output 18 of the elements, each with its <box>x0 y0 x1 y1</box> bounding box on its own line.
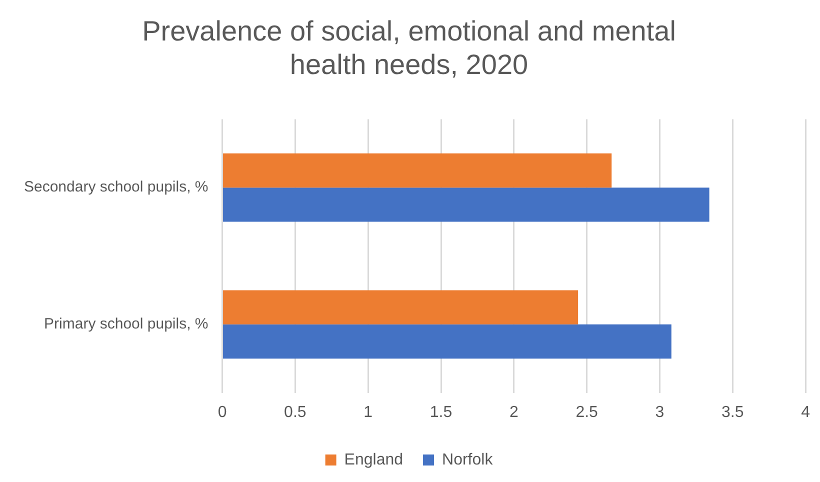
x-tick-label: 2.5 <box>576 404 598 421</box>
legend-label: England <box>344 451 404 468</box>
x-tick-label: 3.5 <box>722 404 744 421</box>
legend-label: Norfolk <box>442 451 494 468</box>
x-tick-label: 0.5 <box>284 404 306 421</box>
bar <box>223 153 612 188</box>
x-tick-label: 1 <box>364 404 373 421</box>
x-tick-label: 0 <box>218 404 227 421</box>
x-tick-label: 2 <box>509 404 518 421</box>
x-tick-label: 3 <box>655 404 664 421</box>
y-tick-label: Primary school pupils, % <box>44 316 208 333</box>
x-tick-label: 4 <box>801 404 810 421</box>
y-tick-label: Secondary school pupils, % <box>24 178 208 196</box>
bar <box>223 290 578 324</box>
x-tick-label: 1.5 <box>430 404 452 421</box>
bar <box>223 324 672 359</box>
bar <box>223 188 710 222</box>
chart-title: Prevalence of social, emotional and mental health needs, 2020 <box>142 16 676 80</box>
